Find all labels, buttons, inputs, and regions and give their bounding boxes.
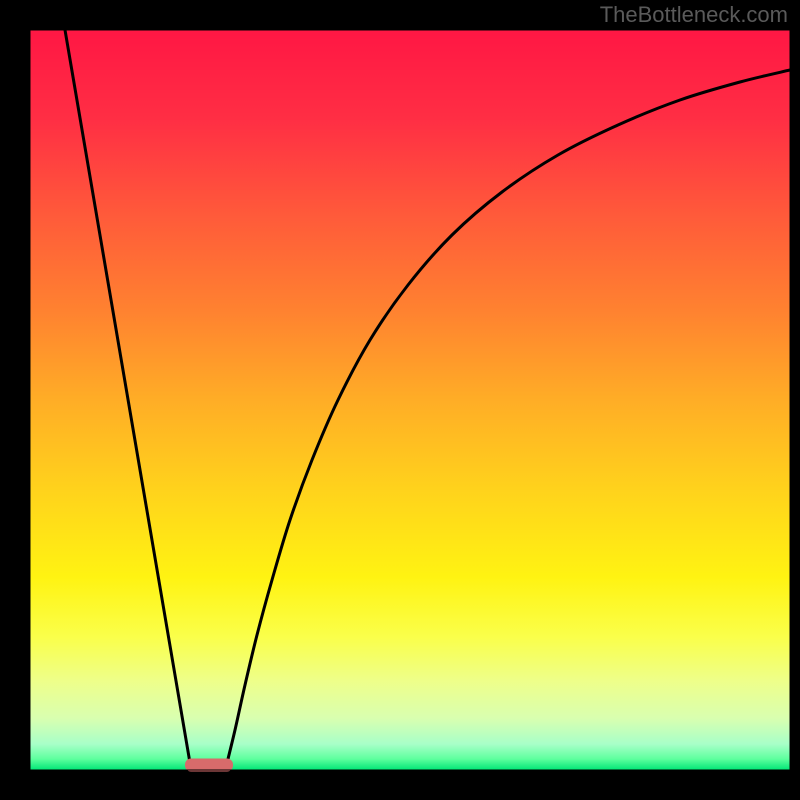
watermark-text: TheBottleneck.com [600, 2, 788, 28]
plot-background-gradient [30, 30, 790, 770]
chart-container: TheBottleneck.com [0, 0, 800, 800]
chart-svg [0, 0, 800, 800]
